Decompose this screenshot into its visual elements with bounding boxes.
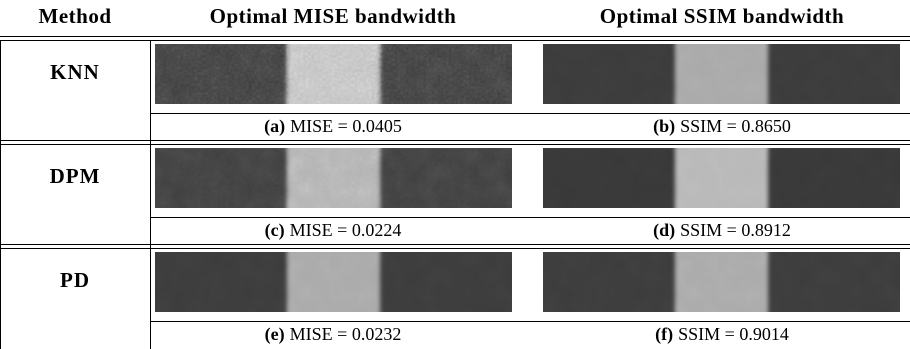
header-cell: Optimal MISE bandwidth (210, 4, 457, 29)
noise (155, 148, 512, 208)
image (155, 252, 512, 312)
rule (150, 321, 910, 322)
result-image (543, 252, 900, 312)
figure: Method Optimal MISE bandwidth Optimal SS… (0, 0, 910, 349)
caption-tag: (a) (264, 116, 285, 136)
image (543, 44, 900, 104)
rule (0, 36, 910, 37)
noise (543, 148, 900, 208)
rule (0, 248, 910, 249)
result-image (155, 44, 512, 104)
rule (0, 140, 910, 141)
caption: (e)MISE = 0.0232 (265, 324, 402, 345)
noise (155, 252, 512, 312)
caption-tag: (e) (265, 324, 285, 344)
caption-tag: (c) (265, 220, 285, 240)
result-image (155, 252, 512, 312)
caption-text: SSIM = 0.8912 (680, 220, 791, 240)
image (155, 44, 512, 104)
method-label: KNN (50, 60, 100, 85)
noise (543, 44, 900, 104)
caption-tag: (b) (653, 116, 675, 136)
image (155, 148, 512, 208)
noise (543, 252, 900, 312)
rule (150, 217, 910, 218)
image (543, 148, 900, 208)
rule (0, 144, 910, 145)
caption: (b)SSIM = 0.8650 (653, 116, 791, 137)
result-image (543, 44, 900, 104)
rule (150, 40, 151, 349)
rule (0, 244, 910, 245)
caption: (c)MISE = 0.0224 (265, 220, 402, 241)
rule (0, 40, 910, 41)
caption-text: MISE = 0.0224 (290, 220, 402, 240)
caption-tag: (f) (655, 324, 673, 344)
image (543, 252, 900, 312)
rule (0, 40, 1, 349)
caption: (a)MISE = 0.0405 (264, 116, 402, 137)
noise (155, 44, 512, 104)
result-image (543, 148, 900, 208)
header-cell: Optimal SSIM bandwidth (600, 4, 844, 29)
caption-tag: (d) (653, 220, 675, 240)
caption-text: SSIM = 0.8650 (680, 116, 791, 136)
result-image (155, 148, 512, 208)
caption: (d)SSIM = 0.8912 (653, 220, 791, 241)
method-label: DPM (50, 164, 101, 189)
header-cell: Method (39, 4, 112, 29)
caption: (f) SSIM = 0.9014 (655, 324, 789, 345)
caption-text: MISE = 0.0405 (290, 116, 402, 136)
rule (150, 113, 910, 114)
caption-text: MISE = 0.0232 (290, 324, 402, 344)
method-label: PD (60, 268, 90, 293)
caption-text: SSIM = 0.9014 (678, 324, 789, 344)
